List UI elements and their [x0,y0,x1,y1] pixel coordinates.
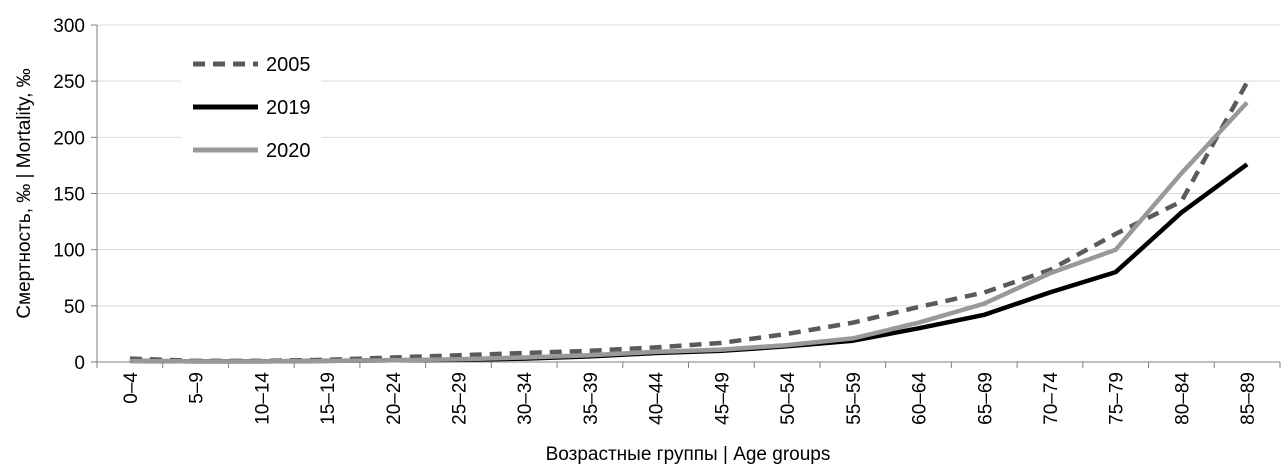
x-tick-label-85–89: 85–89 [1238,372,1259,425]
y-tick-label-50: 50 [64,297,85,318]
x-tick-label-25–29: 25–29 [449,372,470,425]
x-tick-label-80–84: 80–84 [1172,372,1193,425]
legend-label-2005: 2005 [266,54,311,76]
x-tick-label-60–64: 60–64 [910,372,931,425]
x-tick-label-40–44: 40–44 [647,372,668,425]
x-axis-title: Возрастные группы | Age groups [546,444,831,465]
series-lines [129,81,1250,364]
legend-item-2019: 2019 [193,97,311,119]
y-tick-label-250: 250 [53,72,85,93]
x-tick-label-15–19: 15–19 [318,372,339,425]
y-tick-label-300: 300 [53,16,85,37]
y-tick-label-200: 200 [53,128,85,149]
y-tick-label-100: 100 [53,241,85,262]
x-tick-label-50–54: 50–54 [778,372,799,425]
x-tick-label-0–4: 0–4 [121,372,142,404]
legend-item-2005: 2005 [193,54,311,76]
x-tick-labels: 0–4 5–9 10–14 15–19 20–24 25–29 30–34 35–39 40–4… [96,362,1281,425]
y-axis-title: Смертность, ‰ | Mortality, ‰ [14,68,35,318]
x-tick-label-70–74: 70–74 [1041,372,1062,425]
series-line-2020 [129,100,1249,364]
x-tick-label-35–39: 35–39 [581,372,602,425]
legend-label-2020: 2020 [266,140,311,162]
legend-label-2019: 2019 [266,97,311,119]
y-tick-label-150: 150 [53,185,85,206]
legend-item-2020: 2020 [193,140,311,162]
x-tick-label-75–79: 75–79 [1107,372,1128,425]
x-tick-label-20–24: 20–24 [384,372,405,425]
x-tick-label-65–69: 65–69 [975,372,996,425]
x-tick-label-45–49: 45–49 [712,372,733,425]
y-tick-label-0: 0 [74,353,85,374]
y-tick-labels: 0 50 100 150 200 250 300 [53,16,97,374]
x-tick-label-55–59: 55–59 [844,372,865,425]
x-tick-label-10–14: 10–14 [252,372,273,425]
x-tick-label-5–9: 5–9 [187,372,208,404]
x-tick-label-30–34: 30–34 [515,372,536,425]
legend: 2005 2019 2020 [181,44,321,174]
